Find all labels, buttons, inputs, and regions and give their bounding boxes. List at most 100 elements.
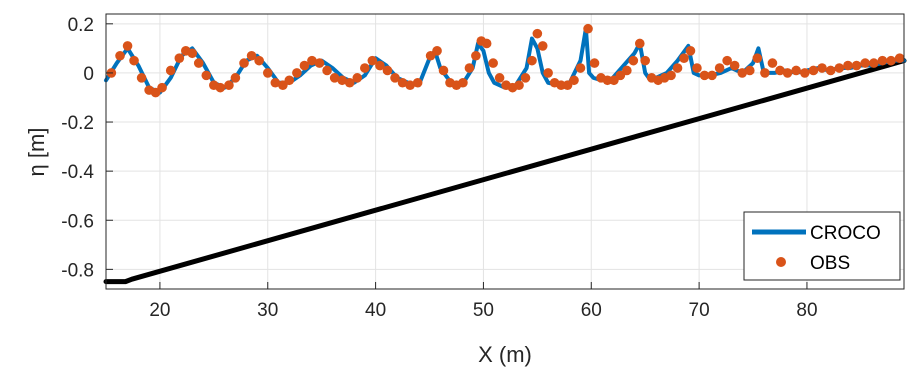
obs-point: [894, 53, 905, 63]
obs-point: [843, 60, 853, 71]
obs-point: [270, 77, 281, 88]
obs-point: [382, 65, 393, 76]
obs-point: [869, 58, 879, 68]
legend-obs-marker: [776, 257, 786, 267]
obs-point: [344, 77, 355, 88]
obs-point: [767, 58, 778, 68]
obs-point: [622, 65, 632, 76]
obs-point: [860, 58, 870, 68]
obs-point: [230, 73, 241, 83]
series-layer: [103, 23, 907, 285]
legend-obs-label: OBS: [810, 253, 850, 274]
obs-point: [752, 53, 763, 63]
legend: CROCO OBS: [743, 211, 901, 281]
obs-point: [262, 68, 273, 78]
obs-point: [679, 53, 689, 63]
obs-point: [877, 55, 888, 66]
obs-point: [136, 73, 147, 83]
obs-point: [714, 63, 725, 73]
obs-point: [314, 58, 325, 68]
obs-point: [628, 55, 639, 66]
obs-series: [106, 23, 905, 98]
obs-point: [744, 65, 755, 76]
obs-point: [322, 65, 332, 76]
obs-point: [729, 60, 740, 71]
obs-point: [817, 63, 827, 73]
x-tick-label: 50: [473, 300, 494, 321]
obs-point: [692, 63, 702, 73]
obs-point: [412, 77, 423, 88]
x-tick-label: 40: [365, 300, 386, 321]
obs-point: [532, 28, 543, 39]
obs-point: [685, 46, 696, 56]
obs-point: [851, 60, 862, 71]
obs-point: [187, 48, 198, 59]
y-tick-label: -0.8: [61, 260, 94, 281]
obs-point: [520, 73, 531, 83]
y-axis-label: η [m]: [24, 128, 49, 177]
obs-point: [165, 65, 176, 76]
obs-point: [775, 65, 785, 76]
obs-point: [246, 50, 257, 61]
legend-box: [743, 211, 901, 281]
obs-point: [307, 55, 317, 66]
obs-point: [481, 38, 492, 49]
obs-point: [367, 55, 378, 66]
x-axis-label: X (m): [478, 342, 532, 367]
obs-point: [397, 77, 408, 88]
obs-point: [782, 68, 793, 78]
obs-point: [589, 58, 600, 68]
obs-point: [215, 82, 226, 93]
obs-point: [405, 80, 415, 91]
y-tick-label: -0.6: [61, 211, 94, 232]
obs-point: [825, 65, 836, 76]
y-axis-ticks: -0.8 -0.6 -0.4 -0.2 0 0.2: [61, 15, 113, 281]
obs-point: [360, 63, 370, 73]
obs-point: [329, 73, 340, 83]
x-tick-label: 30: [257, 300, 278, 321]
bathymetry-line: [103, 58, 907, 285]
obs-point: [760, 68, 770, 78]
obs-point: [464, 63, 475, 73]
obs-point: [122, 41, 133, 51]
obs-point: [375, 60, 385, 71]
obs-point: [224, 80, 234, 91]
y-tick-label: -0.4: [61, 162, 94, 183]
obs-point: [129, 55, 139, 66]
axes-box: [105, 13, 905, 290]
x-tick-label: 60: [581, 300, 602, 321]
obs-point: [254, 55, 264, 66]
obs-point: [722, 55, 732, 66]
obs-point: [432, 46, 442, 56]
obs-point: [157, 82, 167, 93]
obs-point: [284, 75, 295, 86]
obs-point: [352, 73, 363, 83]
obs-point: [458, 77, 468, 88]
obs-point: [575, 63, 586, 73]
obs-point: [299, 60, 310, 71]
x-tick-label: 70: [689, 300, 710, 321]
obs-point: [390, 73, 400, 83]
x-tick-label: 20: [149, 300, 170, 321]
obs-point: [337, 75, 347, 86]
legend-croco-label: CROCO: [810, 223, 881, 244]
obs-point: [193, 58, 204, 68]
obs-point: [514, 80, 524, 91]
y-tick-label: -0.2: [61, 113, 94, 134]
y-tick-label: 0: [83, 64, 94, 85]
obs-point: [672, 63, 683, 73]
obs-point: [292, 68, 302, 78]
obs-point: [666, 70, 676, 81]
obs-point: [239, 58, 249, 68]
obs-point: [635, 38, 645, 49]
obs-point: [569, 75, 579, 86]
obs-point: [808, 65, 819, 76]
x-axis-ticks: 20 30 40 50 60 70 80: [149, 282, 818, 321]
obs-point: [537, 41, 548, 51]
obs-point: [791, 65, 801, 76]
obs-point: [438, 65, 449, 76]
y-tick-label: 0.2: [68, 15, 94, 36]
obs-point: [115, 50, 125, 61]
obs-point: [174, 53, 185, 63]
